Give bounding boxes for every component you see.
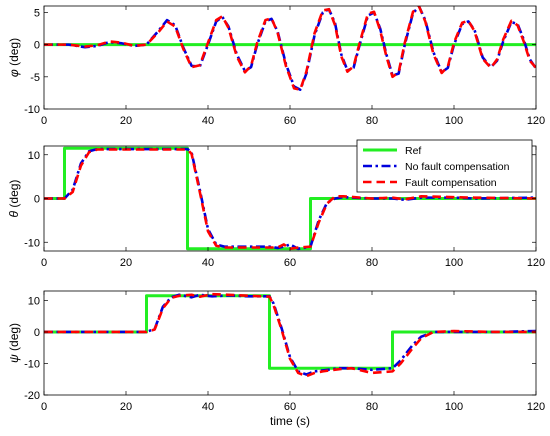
x-tick-label: 60 <box>284 115 296 127</box>
x-tick-label: 100 <box>445 257 463 269</box>
y-tick-label: -20 <box>24 390 40 402</box>
x-tick-label: 0 <box>41 115 47 127</box>
x-tick-label: 0 <box>41 257 47 269</box>
series-line-fault <box>44 292 536 378</box>
subplot-1: 0 20 40 60 80 100 120 -10 -5 0 5 φ (deg) <box>7 5 545 127</box>
x-tick-label: 80 <box>366 115 378 127</box>
series-line-fault <box>44 6 536 91</box>
y-tick-label: 0 <box>34 194 40 206</box>
x-tick-label: 120 <box>527 115 545 127</box>
legend-label-ref: Ref <box>405 145 421 157</box>
y-tick-label: -5 <box>30 72 40 84</box>
legend-label-fault: Fault compensation <box>405 177 497 189</box>
y-axis-unit: (deg) <box>7 38 21 69</box>
x-tick-label: 120 <box>527 401 545 413</box>
y-tick-label: 10 <box>28 295 40 307</box>
x-tick-label: 80 <box>366 257 378 269</box>
x-tick-label: 100 <box>445 115 463 127</box>
x-tick-label: 40 <box>202 401 214 413</box>
series-line-ref <box>44 294 536 370</box>
y-tick-label: -10 <box>24 237 40 249</box>
series-group <box>44 146 536 251</box>
x-tick-label: 20 <box>120 401 132 413</box>
y-tick-label: 0 <box>34 327 40 339</box>
x-tick-label: 40 <box>202 257 214 269</box>
y-tick-label: 10 <box>28 150 40 162</box>
x-tick-label: 60 <box>284 401 296 413</box>
x-tick-label: 100 <box>445 401 463 413</box>
x-tick-label: 40 <box>202 115 214 127</box>
y-tick-label: -10 <box>24 358 40 370</box>
series-line-nofault <box>44 293 536 376</box>
axes-frame <box>43 290 537 396</box>
y-axis-symbol: φ <box>7 69 21 77</box>
series-line-fault <box>44 148 536 251</box>
y-axis-label: θ (deg) <box>7 180 21 218</box>
x-tick-label: 60 <box>284 257 296 269</box>
x-tick-label: 20 <box>120 115 132 127</box>
y-tick-label: 5 <box>34 7 40 19</box>
y-axis-label: φ (deg) <box>7 38 21 77</box>
x-tick-label: 20 <box>120 257 132 269</box>
x-tick-label: 80 <box>366 401 378 413</box>
y-tick-label: -10 <box>24 104 40 116</box>
series-group <box>44 292 536 378</box>
y-axis-unit: (deg) <box>7 180 21 211</box>
x-tick-label: 0 <box>41 401 47 413</box>
y-axis-unit: (deg) <box>7 323 21 354</box>
subplot-3: 0 20 40 60 80 100 120 -20 -10 0 10 ψ (deg) time (s) <box>7 290 545 428</box>
legend: Ref No fault compensation Fault compensati… <box>356 139 533 193</box>
x-tick-label: 120 <box>527 257 545 269</box>
y-axis-label: ψ (deg) <box>7 323 21 363</box>
series-line-ref <box>44 146 536 251</box>
y-axis-symbol: θ <box>7 210 21 217</box>
y-tick-label: 0 <box>34 40 40 52</box>
series-group <box>44 6 536 91</box>
y-axis-symbol: ψ <box>7 354 21 363</box>
x-axis-label: time (s) <box>270 414 310 428</box>
legend-label-nofault: No fault compensation <box>405 161 510 173</box>
